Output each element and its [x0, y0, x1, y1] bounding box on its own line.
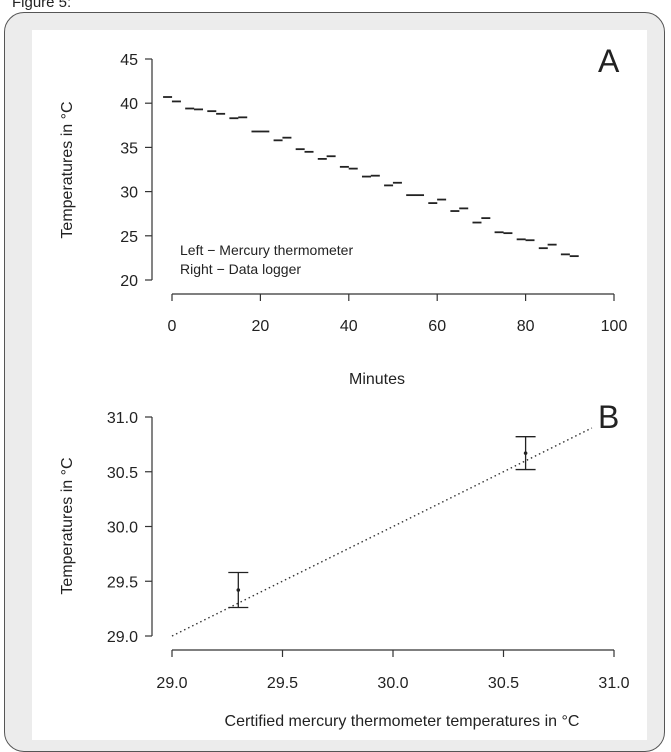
figure-svg: 20 25 30 35 40 45 0 20 40 60 80 100 Minutes Temperatu… [59, 43, 630, 730]
panel-b-y-tick-label: 29.0 [107, 629, 138, 646]
legend-right-note: Right − Data logger [180, 261, 301, 277]
panel-a-x-tick-label: 60 [428, 318, 446, 335]
panel-a-label: A [598, 43, 620, 79]
panel-b-y-tick-label: 29.5 [107, 574, 138, 591]
panel-a-x-tick-label: 80 [517, 318, 535, 335]
panel-b-y-axis-label: Temperatures in °C [59, 457, 76, 594]
panel-b-x-axis-label: Certified mercury thermometer temperatur… [225, 713, 580, 730]
panel-a-y-tick-label: 25 [120, 229, 138, 246]
plot-area: 20 25 30 35 40 45 0 20 40 60 80 100 Minutes Temperatu… [32, 30, 647, 740]
panel-b-y-tick-label: 30.0 [107, 520, 138, 537]
panel-a-y-tick-label: 20 [120, 273, 138, 290]
panel-a-y-tick-label: 35 [120, 140, 138, 157]
panel-b-y-tick-label: 30.5 [107, 465, 138, 482]
panel-a-y-axis-label: Temperatures in °C [59, 101, 76, 238]
panel-b-x-tick-label: 29.5 [267, 675, 298, 692]
figure-caption: Figure 5: [12, 0, 72, 11]
panel-a-x-tick-label: 20 [252, 318, 270, 335]
panel-a-x-axis-label: Minutes [349, 371, 405, 388]
panel-b-x-tick-label: 29.0 [156, 675, 187, 692]
legend-left-note: Left − Mercury thermometer [180, 242, 353, 258]
panel-a-x-tick-label: 100 [601, 318, 628, 335]
reference-line [171, 427, 593, 637]
panel-a-y-tick-label: 30 [120, 185, 138, 202]
mean-point [236, 588, 241, 592]
panel-b-label: B [598, 399, 619, 435]
mean-point [523, 451, 528, 455]
panel-b-x-tick-label: 30.5 [488, 675, 519, 692]
panel-a-y-tick-label: 45 [120, 52, 138, 69]
panel-a-x-tick-label: 40 [340, 318, 358, 335]
panel-b-x-tick-label: 31.0 [598, 675, 629, 692]
panel-b-x-tick-label: 30.0 [377, 675, 408, 692]
panel-a-x-tick-label: 0 [168, 318, 177, 335]
panel-b-y-tick-label: 31.0 [107, 410, 138, 427]
panel-a-y-tick-label: 40 [120, 96, 138, 113]
